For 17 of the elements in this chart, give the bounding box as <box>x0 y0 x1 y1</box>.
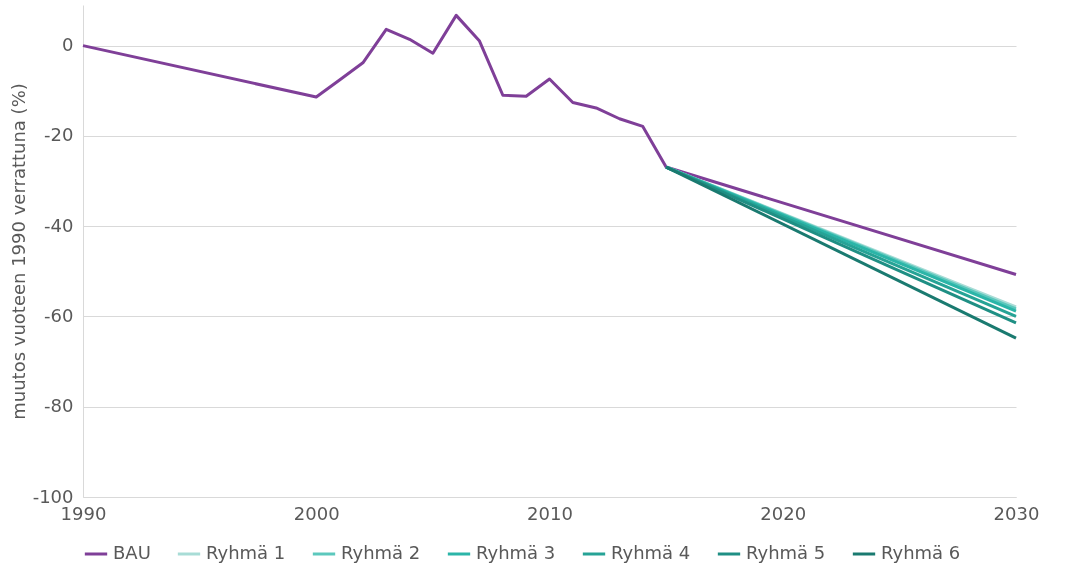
y-tick-label: -80 <box>44 395 74 417</box>
legend-label: BAU <box>113 542 151 563</box>
y-tick-label: 0 <box>62 34 74 56</box>
legend-label: Ryhmä 6 <box>881 542 961 563</box>
legend-label: Ryhmä 1 <box>206 542 286 563</box>
y-tick-label: -20 <box>44 124 74 146</box>
legend-label: Ryhmä 4 <box>611 542 691 563</box>
legend-label: Ryhmä 3 <box>476 542 556 563</box>
x-tick-label: 2030 <box>993 502 1040 524</box>
y-axis-title: muutos vuoteen 1990 verrattuna (%) <box>7 83 29 420</box>
x-tick-label: 2020 <box>760 502 807 524</box>
legend-label: Ryhmä 5 <box>746 542 826 563</box>
x-tick-label: 2000 <box>293 502 340 524</box>
y-tick-label: -60 <box>44 304 74 326</box>
y-tick-label: -40 <box>44 214 74 236</box>
legend-label: Ryhmä 2 <box>341 542 421 563</box>
x-tick-label: 2010 <box>527 502 573 524</box>
